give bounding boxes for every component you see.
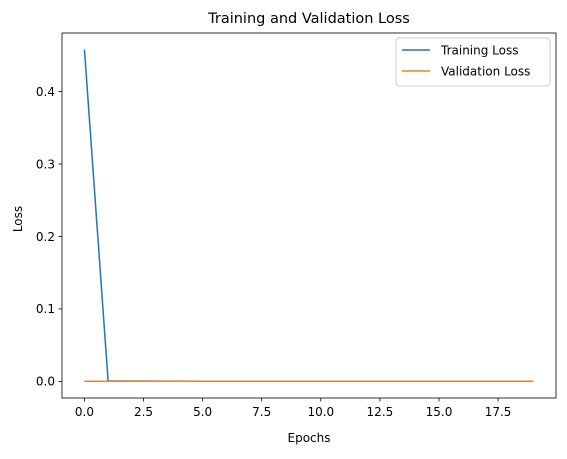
legend-label-0: Training Loss — [440, 43, 518, 57]
x-tick-label: 2.5 — [134, 405, 153, 419]
x-tick-label: 12.5 — [367, 405, 394, 419]
y-tick-label: 0.3 — [36, 157, 55, 171]
y-axis-ticks: 0.0 0.1 0.2 0.3 0.4 — [36, 85, 62, 389]
x-tick-label: 15.0 — [426, 405, 453, 419]
y-tick-label: 0.2 — [36, 230, 55, 244]
legend: Training Loss Validation Loss — [395, 37, 551, 87]
legend-frame — [395, 37, 551, 87]
y-tick-label: 0.0 — [36, 375, 55, 389]
x-tick-label: 0.0 — [75, 405, 94, 419]
x-axis-label: Epochs — [288, 431, 331, 445]
y-tick-label: 0.1 — [36, 302, 55, 316]
x-axis-ticks: 0.0 2.5 5.0 7.5 10.0 12.5 15.0 17.5 — [75, 398, 512, 419]
plot-lines — [83, 49, 534, 383]
y-tick-label: 0.4 — [36, 85, 55, 99]
x-tick-label: 17.5 — [485, 405, 512, 419]
x-tick-label: 10.0 — [307, 405, 334, 419]
legend-label-1: Validation Loss — [441, 64, 530, 78]
x-tick-label: 7.5 — [252, 405, 271, 419]
y-axis-label: Loss — [11, 206, 25, 232]
plot-area-frame — [61, 32, 557, 399]
x-tick-label: 5.0 — [193, 405, 212, 419]
chart-title: Training and Validation Loss — [207, 11, 410, 27]
